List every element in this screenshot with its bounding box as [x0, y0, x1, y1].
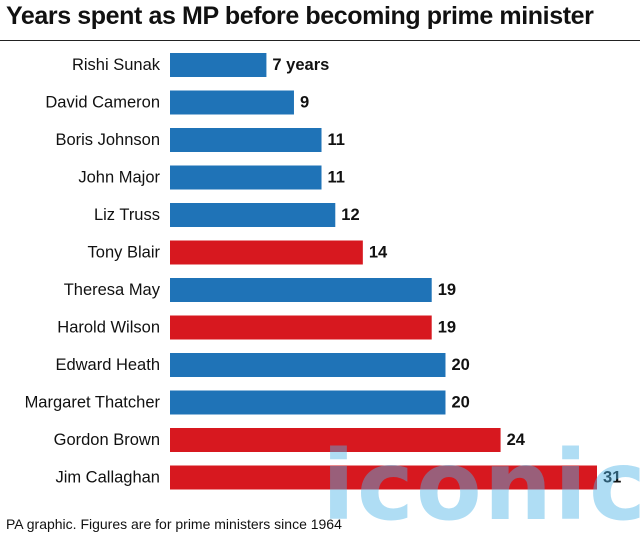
category-label: John Major [78, 169, 160, 187]
category-label: Jim Callaghan [55, 469, 160, 487]
value-label: 12 [341, 206, 359, 224]
category-label: Rishi Sunak [72, 56, 161, 74]
bar [170, 315, 432, 340]
category-label: Theresa May [64, 281, 161, 299]
bar [170, 428, 501, 452]
bar [170, 90, 294, 115]
value-label: 20 [451, 394, 469, 412]
category-label: Tony Blair [88, 244, 161, 262]
category-label: David Cameron [45, 94, 160, 112]
value-label: 20 [451, 356, 469, 374]
bar [170, 203, 336, 227]
chart-title: Years spent as MP before becoming prime … [6, 2, 594, 30]
bar [170, 128, 322, 152]
bar [170, 53, 267, 77]
category-label: Gordon Brown [54, 431, 160, 449]
value-label: 24 [507, 431, 526, 449]
category-label: Margaret Thatcher [25, 394, 161, 412]
value-label: 19 [438, 319, 456, 337]
bar [170, 390, 446, 415]
category-label: Liz Truss [94, 206, 160, 224]
value-label: 14 [369, 244, 388, 262]
bar [170, 278, 432, 302]
value-label: 31 [603, 469, 621, 487]
value-label: 11 [328, 131, 345, 149]
value-label: 9 [300, 94, 309, 112]
bar [170, 353, 446, 377]
value-label: 7 years [272, 56, 329, 74]
title-rule [0, 40, 640, 41]
bar [170, 465, 597, 490]
value-label: 19 [438, 281, 456, 299]
bar [170, 240, 363, 265]
value-label: 11 [328, 169, 345, 187]
footnote: PA graphic. Figures are for prime minist… [6, 516, 342, 532]
bar [170, 165, 322, 190]
category-label: Boris Johnson [55, 131, 160, 149]
category-label: Edward Heath [55, 356, 160, 374]
category-label: Harold Wilson [57, 319, 160, 337]
